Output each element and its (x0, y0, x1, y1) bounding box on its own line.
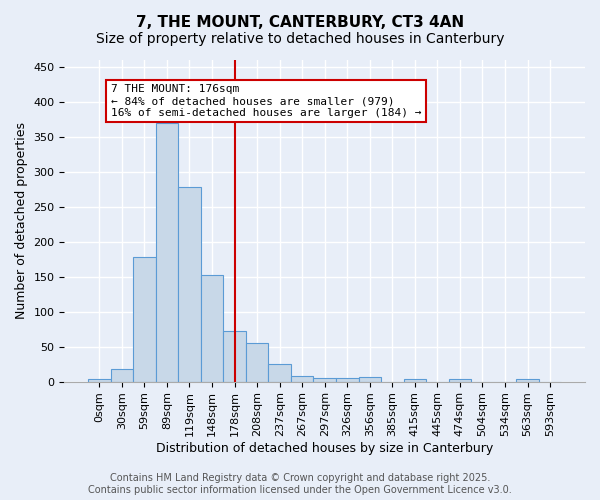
Bar (268, 364, 291, 382)
Bar (201, 274, 223, 382)
Bar (178, 187, 201, 382)
Text: 7, THE MOUNT, CANTERBURY, CT3 4AN: 7, THE MOUNT, CANTERBURY, CT3 4AN (136, 15, 464, 30)
Text: Size of property relative to detached houses in Canterbury: Size of property relative to detached ho… (96, 32, 504, 46)
Y-axis label: Number of detached properties: Number of detached properties (15, 122, 28, 320)
Bar (88, 380, 110, 382)
Bar (155, 123, 178, 382)
Bar (449, 380, 471, 382)
Bar (313, 378, 336, 382)
Text: Contains HM Land Registry data © Crown copyright and database right 2025.
Contai: Contains HM Land Registry data © Crown c… (88, 474, 512, 495)
X-axis label: Distribution of detached houses by size in Canterbury: Distribution of detached houses by size … (156, 442, 493, 455)
Bar (246, 343, 268, 382)
Bar (110, 369, 133, 382)
Bar (359, 378, 381, 382)
Bar (404, 380, 426, 382)
Bar (133, 257, 155, 382)
Bar (291, 376, 313, 382)
Bar (223, 332, 246, 382)
Text: 7 THE MOUNT: 176sqm
← 84% of detached houses are smaller (979)
16% of semi-detac: 7 THE MOUNT: 176sqm ← 84% of detached ho… (110, 84, 421, 117)
Bar (336, 378, 359, 382)
Bar (516, 380, 539, 382)
